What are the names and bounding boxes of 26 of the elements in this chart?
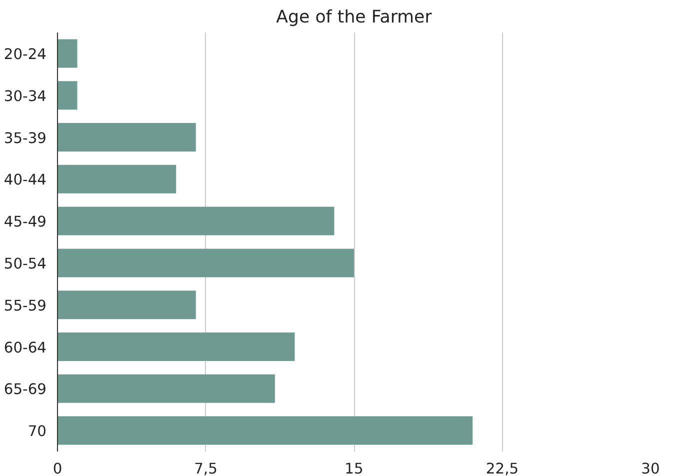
x-tick-label: 22,5 bbox=[486, 460, 519, 476]
bar bbox=[58, 164, 176, 194]
y-tick-label: 70 bbox=[28, 423, 47, 440]
bar bbox=[58, 374, 275, 403]
bar bbox=[58, 123, 196, 152]
y-tick-label: 55-59 bbox=[4, 297, 47, 314]
y-tick-label: 30-34 bbox=[4, 88, 47, 105]
bar bbox=[58, 290, 196, 320]
y-tick-label: 45-49 bbox=[4, 214, 47, 231]
bar bbox=[58, 206, 334, 236]
y-tick-label: 65-69 bbox=[4, 381, 47, 398]
y-tick-label: 60-64 bbox=[4, 339, 47, 356]
y-tick-label: 20-24 bbox=[4, 46, 47, 63]
bar bbox=[58, 248, 354, 278]
x-tick-label: 7,5 bbox=[194, 460, 218, 476]
bar bbox=[58, 39, 78, 68]
y-tick-label: 35-39 bbox=[4, 130, 47, 147]
x-tick-label: 30 bbox=[641, 460, 660, 476]
chart-title: Age of the Farmer bbox=[276, 8, 433, 28]
x-tick-label: 0 bbox=[52, 460, 62, 476]
y-tick-label: 40-44 bbox=[4, 172, 47, 189]
bar bbox=[58, 416, 473, 445]
x-tick-label: 15 bbox=[344, 460, 364, 476]
bar bbox=[58, 332, 295, 361]
y-tick-label: 50-54 bbox=[4, 255, 47, 272]
bar bbox=[58, 81, 78, 110]
